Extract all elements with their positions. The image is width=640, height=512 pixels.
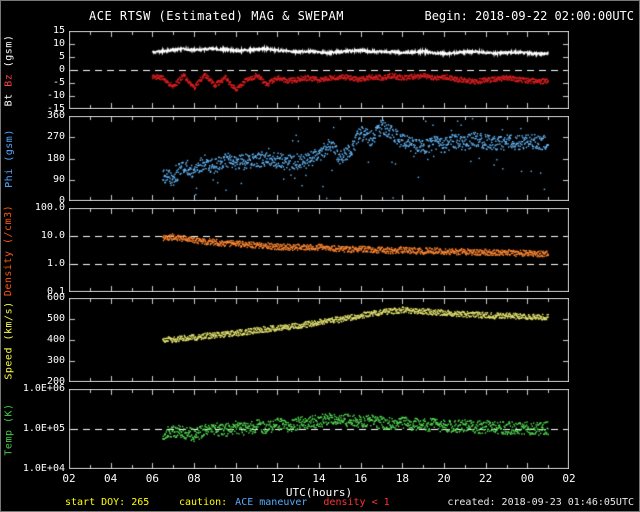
- x-tick-label: 10: [229, 472, 243, 485]
- plot-title: ACE RTSW (Estimated) MAG & SWEPAM: [89, 9, 344, 23]
- y-tick-label: -10: [46, 90, 65, 101]
- x-tick-label: 04: [104, 472, 118, 485]
- y-axis-label-part: Density (/cm3): [3, 204, 15, 296]
- created-timestamp: created: 2018-09-23 01:46:05UTC: [447, 497, 634, 508]
- panel-phi: [69, 116, 569, 201]
- y-tick-label: 600: [46, 292, 65, 303]
- y-tick-label: 500: [46, 313, 65, 324]
- start-doy-label: start DOY: 265: [65, 497, 150, 508]
- x-tick-label: 18: [395, 472, 409, 485]
- caution-label: caution: ACE maneuver density < 1: [179, 497, 390, 508]
- y-tick-label: 90: [52, 173, 65, 185]
- y-tick-label: -5: [52, 77, 65, 88]
- y-tick-label: 5: [58, 51, 65, 62]
- panel-canvas-bt-bz: [69, 31, 569, 109]
- x-tick-label: 08: [187, 472, 201, 485]
- y-axis-label-bt-bz: Bt Bz (gsm): [1, 31, 17, 109]
- y-axis-label-density: Density (/cm3): [1, 204, 17, 295]
- y-tick-label: 0.1: [46, 286, 65, 297]
- panel-canvas-density: [69, 208, 569, 292]
- x-tick-label: 02: [62, 472, 76, 485]
- x-tick-label: 06: [145, 472, 159, 485]
- y-axis-label-phi: Phi (gsm): [1, 116, 17, 201]
- y-axis-label-part: Bt: [3, 86, 15, 106]
- y-axis-label-part: Speed (km/s): [3, 300, 15, 380]
- x-tick-label: 00: [520, 472, 534, 485]
- caution-word: caution:: [179, 497, 228, 508]
- y-tick-label: 100.0: [34, 202, 65, 213]
- y-tick-label: 300: [46, 355, 65, 366]
- y-axis-label-part: Bz: [3, 66, 15, 87]
- panel-temp: [69, 389, 569, 469]
- panel-canvas-speed: [69, 298, 569, 382]
- panel-bt-bz: [69, 31, 569, 109]
- x-tick-label: 02: [562, 472, 576, 485]
- panel-canvas-phi: [69, 116, 569, 201]
- y-axis-label-part: Temp (K): [3, 402, 15, 456]
- begin-timestamp: Begin: 2018-09-22 02:00:00UTC: [424, 9, 634, 23]
- y-tick-label: 10.0: [40, 230, 65, 241]
- x-tick-label: 14: [312, 472, 326, 485]
- y-tick-label: 1.0E+05: [22, 423, 65, 434]
- y-tick-label: 400: [46, 334, 65, 345]
- panel-speed: [69, 298, 569, 382]
- x-tick-label: 22: [479, 472, 493, 485]
- y-tick-label: 1.0E+06: [22, 383, 65, 394]
- y-tick-label: 200: [46, 376, 65, 387]
- y-axis-label-speed: Speed (km/s): [1, 298, 17, 382]
- y-tick-label: 1.0: [46, 258, 65, 269]
- x-axis-label: UTC(hours): [285, 486, 353, 499]
- y-tick-label: 1.0E+04: [22, 463, 65, 474]
- y-tick-label: -15: [46, 103, 65, 114]
- x-tick-label: 12: [270, 472, 284, 485]
- y-tick-label: 180: [46, 152, 65, 164]
- caution-density: density < 1: [323, 497, 390, 508]
- y-axis-label-part: (gsm): [3, 34, 15, 67]
- y-axis-label-temp: Temp (K): [1, 389, 17, 469]
- y-tick-label: 270: [46, 131, 65, 143]
- panel-density: [69, 208, 569, 292]
- y-tick-label: 15: [52, 25, 65, 36]
- x-tick-label: 20: [437, 472, 451, 485]
- y-tick-label: 0: [58, 64, 65, 75]
- y-tick-label: 0: [58, 195, 65, 206]
- y-tick-label: 360: [46, 110, 65, 121]
- caution-maneuver: ACE maneuver: [235, 497, 308, 508]
- y-axis-label-part: Phi (gsm): [3, 129, 15, 188]
- panel-canvas-temp: [69, 389, 569, 469]
- y-tick-label: 10: [52, 38, 65, 49]
- x-tick-label: 16: [354, 472, 368, 485]
